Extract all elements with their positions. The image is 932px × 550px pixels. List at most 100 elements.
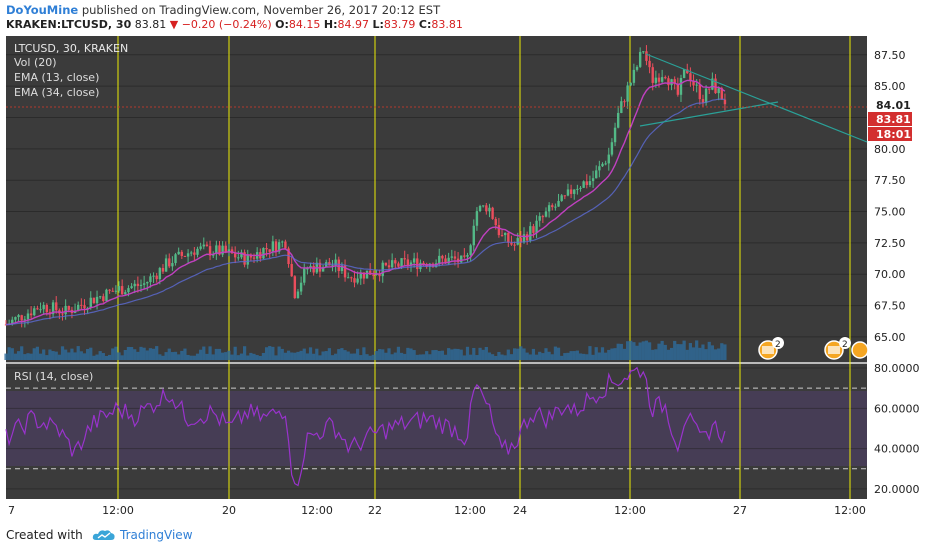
volume-bar bbox=[632, 342, 636, 360]
candle-body bbox=[111, 290, 114, 292]
candle-body bbox=[598, 166, 601, 171]
volume-bar bbox=[183, 348, 187, 360]
candle-body bbox=[240, 252, 243, 258]
candle-body bbox=[133, 283, 136, 287]
candle-body bbox=[723, 99, 727, 105]
candle-body bbox=[23, 319, 27, 321]
candle-body bbox=[441, 255, 444, 259]
candle-body bbox=[174, 254, 177, 264]
volume-bar bbox=[600, 347, 605, 360]
volume-bar bbox=[264, 347, 269, 360]
candle-body bbox=[293, 276, 297, 299]
volume-bar bbox=[556, 347, 561, 360]
publisher-link[interactable]: DoYouMine bbox=[6, 3, 79, 17]
trendline-lower[interactable] bbox=[639, 101, 779, 127]
candle-body bbox=[271, 241, 275, 252]
candle-body bbox=[466, 254, 469, 257]
us-flag-icon[interactable] bbox=[851, 341, 869, 359]
candle-body bbox=[394, 260, 397, 264]
volume-bar bbox=[4, 353, 8, 360]
candles bbox=[4, 45, 727, 328]
candle-body bbox=[682, 69, 686, 79]
candle-body bbox=[196, 248, 199, 255]
volume-bar bbox=[95, 354, 99, 360]
low-label: L: bbox=[372, 18, 384, 31]
volume-bar bbox=[494, 355, 498, 360]
event-marker-a[interactable]: 2 bbox=[758, 337, 784, 360]
candle-body bbox=[582, 181, 585, 188]
price-chart[interactable]: 65.0067.5070.0072.5075.0077.5080.0082.50… bbox=[0, 0, 932, 520]
volume-bar bbox=[249, 352, 253, 360]
candle-body bbox=[689, 73, 692, 82]
volume-bar bbox=[139, 346, 143, 360]
volume-bar bbox=[390, 354, 394, 360]
volume-bar bbox=[475, 355, 479, 360]
volume-bar bbox=[415, 354, 419, 360]
candle-body bbox=[124, 292, 127, 295]
volume-bar bbox=[509, 354, 514, 360]
volume-bar bbox=[98, 351, 102, 360]
open-value: 84.15 bbox=[288, 18, 321, 31]
candle-body bbox=[400, 258, 403, 267]
volume-bar bbox=[42, 349, 46, 360]
ema-13-line bbox=[5, 79, 726, 326]
candle-body bbox=[701, 99, 705, 103]
rsi-tick-label: 60.0000 bbox=[874, 402, 920, 415]
candle-body bbox=[635, 66, 639, 70]
volume-bar bbox=[469, 354, 473, 360]
candle-body bbox=[243, 252, 246, 265]
volume-bar bbox=[305, 353, 309, 360]
candle-body bbox=[720, 88, 723, 100]
triangle-trendlines[interactable] bbox=[639, 53, 868, 143]
candle-body bbox=[438, 255, 441, 264]
candle-body bbox=[623, 101, 626, 103]
candle-body bbox=[155, 275, 158, 280]
candle-body bbox=[481, 205, 485, 207]
candle-body bbox=[306, 268, 309, 270]
tradingview-link[interactable]: TradingView bbox=[120, 528, 193, 542]
candle-body bbox=[92, 297, 96, 304]
volume-bar bbox=[217, 348, 222, 360]
candle-body bbox=[356, 278, 359, 283]
candle-body bbox=[557, 200, 560, 207]
volume-bar bbox=[679, 344, 683, 360]
time-tick-label: 7 bbox=[8, 504, 15, 517]
candle-body bbox=[591, 178, 595, 182]
rsi-tick-label: 40.0000 bbox=[874, 443, 920, 456]
trendline-upper[interactable] bbox=[645, 53, 868, 143]
volume-bar bbox=[82, 353, 87, 360]
volume-bar bbox=[393, 352, 397, 360]
volume-bar bbox=[67, 352, 71, 360]
candle-body bbox=[538, 216, 541, 221]
volume-bar bbox=[409, 348, 413, 360]
volume-bar bbox=[434, 349, 438, 360]
volume-bar bbox=[101, 353, 105, 360]
last-price: 83.81 bbox=[134, 18, 167, 31]
volume-bar bbox=[647, 342, 652, 360]
candle-body bbox=[554, 206, 557, 208]
candle-body bbox=[36, 308, 39, 310]
volume-bar bbox=[418, 354, 423, 360]
event-marker-b[interactable]: 2 bbox=[824, 337, 869, 360]
candle-body bbox=[205, 244, 209, 247]
candle-body bbox=[544, 211, 548, 217]
volume-bar bbox=[346, 351, 350, 360]
volume-bar bbox=[660, 340, 664, 360]
volume-bar bbox=[13, 353, 18, 360]
candle-body bbox=[303, 268, 306, 283]
open-label: O: bbox=[275, 18, 289, 31]
candle-body bbox=[664, 77, 667, 79]
volume-bar bbox=[399, 352, 404, 360]
candle-body bbox=[463, 255, 466, 257]
candle-body bbox=[20, 315, 23, 321]
volume-bar bbox=[626, 341, 630, 360]
candle-body bbox=[171, 263, 174, 267]
price-tick-label: 77.50 bbox=[874, 174, 906, 187]
candle-body bbox=[422, 262, 425, 265]
candle-body bbox=[117, 286, 121, 291]
candle-body bbox=[604, 163, 607, 165]
candle-body bbox=[284, 241, 287, 249]
volume-bar bbox=[578, 353, 583, 360]
price-tick-label: 75.00 bbox=[874, 206, 906, 219]
volume-bar bbox=[45, 355, 49, 360]
